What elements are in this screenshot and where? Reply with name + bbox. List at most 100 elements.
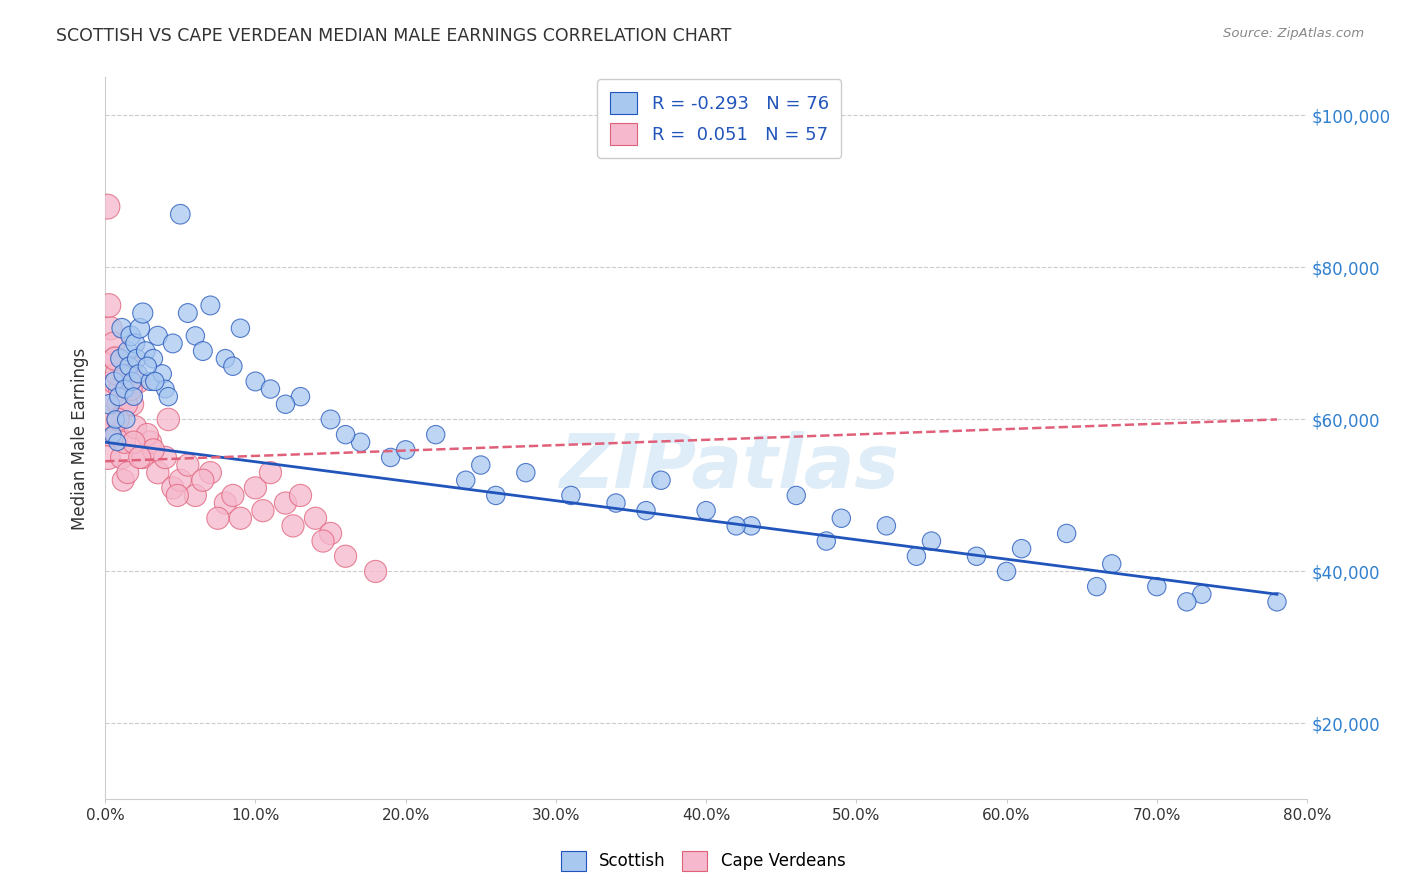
Point	[1056, 526, 1078, 541]
Point	[335, 549, 357, 564]
Point	[245, 481, 267, 495]
Point	[120, 382, 142, 396]
Point	[515, 466, 537, 480]
Point	[1191, 587, 1213, 601]
Point	[142, 351, 165, 366]
Point	[169, 207, 191, 221]
Point	[136, 359, 159, 374]
Point	[132, 450, 155, 465]
Point	[274, 496, 297, 510]
Point	[135, 344, 157, 359]
Point	[128, 450, 150, 465]
Text: SCOTTISH VS CAPE VERDEAN MEDIAN MALE EARNINGS CORRELATION CHART: SCOTTISH VS CAPE VERDEAN MEDIAN MALE EAR…	[56, 27, 731, 45]
Point	[485, 488, 508, 502]
Point	[274, 397, 297, 411]
Point	[380, 450, 402, 465]
Point	[425, 427, 447, 442]
Point	[122, 390, 145, 404]
Point	[117, 466, 139, 480]
Point	[177, 458, 200, 472]
Point	[155, 450, 177, 465]
Point	[110, 382, 132, 396]
Point	[127, 367, 149, 381]
Point	[200, 466, 222, 480]
Point	[290, 390, 312, 404]
Point	[127, 375, 149, 389]
Point	[139, 435, 162, 450]
Point	[184, 488, 207, 502]
Point	[214, 351, 236, 366]
Point	[229, 321, 252, 335]
Point	[121, 375, 143, 389]
Point	[349, 435, 371, 450]
Point	[112, 473, 135, 487]
Point	[104, 412, 127, 426]
Point	[114, 382, 136, 396]
Point	[191, 473, 214, 487]
Point	[605, 496, 627, 510]
Point	[281, 519, 304, 533]
Point	[245, 375, 267, 389]
Point	[107, 412, 129, 426]
Point	[222, 488, 245, 502]
Point	[1175, 595, 1198, 609]
Point	[98, 298, 121, 312]
Y-axis label: Median Male Earnings: Median Male Earnings	[72, 347, 89, 530]
Point	[1146, 580, 1168, 594]
Point	[905, 549, 928, 564]
Point	[107, 390, 129, 404]
Point	[103, 375, 125, 389]
Point	[229, 511, 252, 525]
Point	[875, 519, 897, 533]
Point	[103, 336, 125, 351]
Point	[96, 200, 118, 214]
Point	[146, 329, 169, 343]
Point	[634, 503, 657, 517]
Point	[112, 367, 135, 381]
Point	[470, 458, 492, 472]
Point	[454, 473, 477, 487]
Point	[143, 375, 166, 389]
Point	[139, 375, 162, 389]
Point	[101, 427, 124, 442]
Point	[785, 488, 807, 502]
Point	[312, 534, 335, 549]
Point	[101, 390, 124, 404]
Point	[259, 466, 281, 480]
Point	[114, 435, 136, 450]
Point	[191, 344, 214, 359]
Point	[214, 496, 236, 510]
Point	[132, 306, 155, 320]
Point	[157, 412, 180, 426]
Point	[118, 359, 141, 374]
Point	[100, 412, 122, 426]
Point	[259, 382, 281, 396]
Point	[1101, 557, 1123, 571]
Point	[111, 450, 134, 465]
Point	[815, 534, 838, 549]
Point	[169, 473, 191, 487]
Point	[146, 466, 169, 480]
Point	[222, 359, 245, 374]
Text: ZIPatlas: ZIPatlas	[560, 431, 900, 504]
Point	[122, 435, 145, 450]
Point	[695, 503, 717, 517]
Point	[725, 519, 748, 533]
Point	[124, 420, 146, 434]
Point	[136, 427, 159, 442]
Point	[184, 329, 207, 343]
Point	[104, 351, 127, 366]
Point	[107, 397, 129, 411]
Legend: R = -0.293   N = 76, R =  0.051   N = 57: R = -0.293 N = 76, R = 0.051 N = 57	[598, 79, 841, 158]
Point	[364, 565, 387, 579]
Point	[125, 351, 148, 366]
Point	[290, 488, 312, 502]
Point	[124, 336, 146, 351]
Point	[207, 511, 229, 525]
Point	[103, 375, 125, 389]
Point	[157, 390, 180, 404]
Point	[1011, 541, 1033, 556]
Point	[304, 511, 326, 525]
Point	[104, 351, 127, 366]
Point	[966, 549, 988, 564]
